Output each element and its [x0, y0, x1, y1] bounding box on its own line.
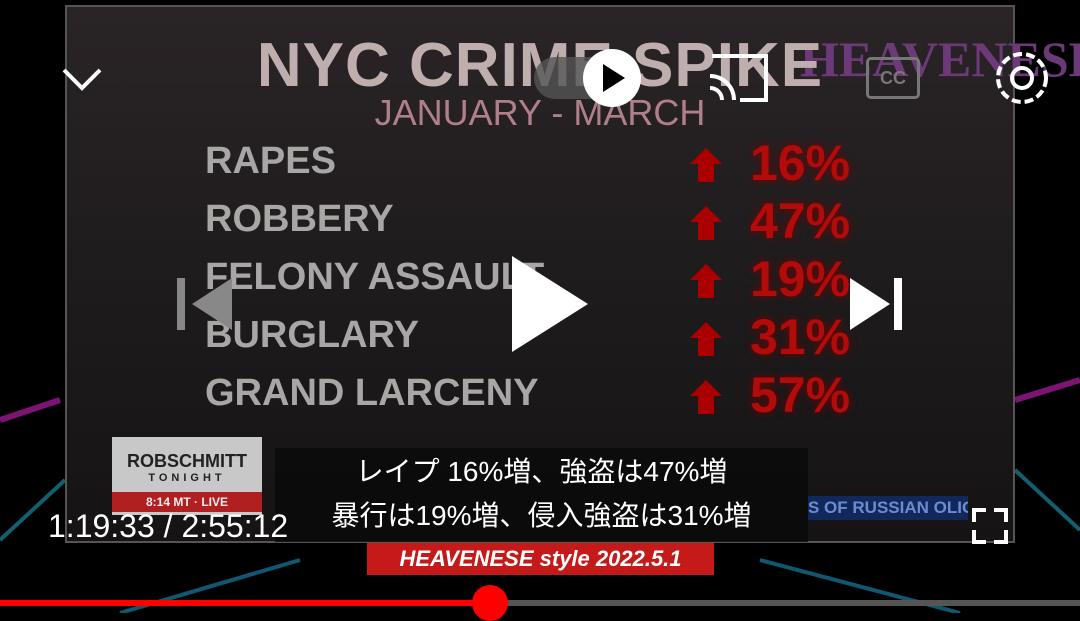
autoplay-icon: [603, 64, 625, 92]
crime-label: BURGLARY: [205, 314, 419, 356]
crime-label: GRAND LARCENY: [205, 372, 539, 414]
previous-button[interactable]: [177, 278, 232, 330]
progress-track[interactable]: [0, 600, 1080, 606]
fullscreen-button[interactable]: [972, 508, 1008, 544]
ticker: S OF RUSSIAN OLIGA: [808, 496, 968, 520]
crime-label: RAPES: [205, 140, 336, 182]
play-button[interactable]: [512, 256, 588, 352]
arrow-icon: [690, 206, 722, 240]
caption-line: レイプ 16%増、強盗は47%増: [355, 456, 728, 487]
show-logo: ROBSCHMITT TONIGHT 8:14 MT · LIVE: [112, 437, 262, 515]
crime-change: 57%: [750, 367, 851, 423]
crime-change: 19%: [750, 251, 851, 307]
crime-change: 47%: [750, 193, 851, 249]
arrow-icon: [690, 322, 722, 356]
crime-change: 31%: [750, 309, 851, 365]
arrow-icon: [690, 148, 722, 182]
logo-show: TONIGHT: [148, 472, 226, 484]
caption-line: 暴行は19%増、侵入強盗は31%増: [331, 500, 752, 531]
time-display: 1:19:33 / 2:55:12: [48, 508, 289, 544]
video-subtitle: JANUARY - MARCH: [374, 92, 706, 133]
arrow-icon: [690, 264, 722, 298]
logo-live: LIVE: [201, 495, 229, 509]
minimize-button[interactable]: [62, 68, 102, 91]
progress-played: [0, 600, 490, 606]
logo-time: 8:14 MT · LIVE: [112, 492, 262, 512]
crime-label: FELONY ASSAULT: [205, 256, 545, 298]
crime-label: ROBBERY: [205, 198, 394, 240]
next-button[interactable]: [850, 278, 902, 330]
cast-button[interactable]: [709, 54, 768, 102]
captions-button[interactable]: CC: [866, 57, 920, 99]
logo-clock: 8:14 MT: [145, 495, 191, 509]
settings-button[interactable]: [996, 52, 1048, 104]
controls: [62, 49, 1048, 544]
banner: HEAVENESE style 2022.5.1: [367, 543, 714, 575]
logo-name: ROBSCHMITT: [127, 451, 247, 471]
crime-change: 16%: [750, 135, 851, 191]
arrow-icon: [690, 380, 722, 414]
captions: レイプ 16%増、強盗は47%増 暴行は19%増、侵入強盗は31%増: [275, 448, 808, 542]
